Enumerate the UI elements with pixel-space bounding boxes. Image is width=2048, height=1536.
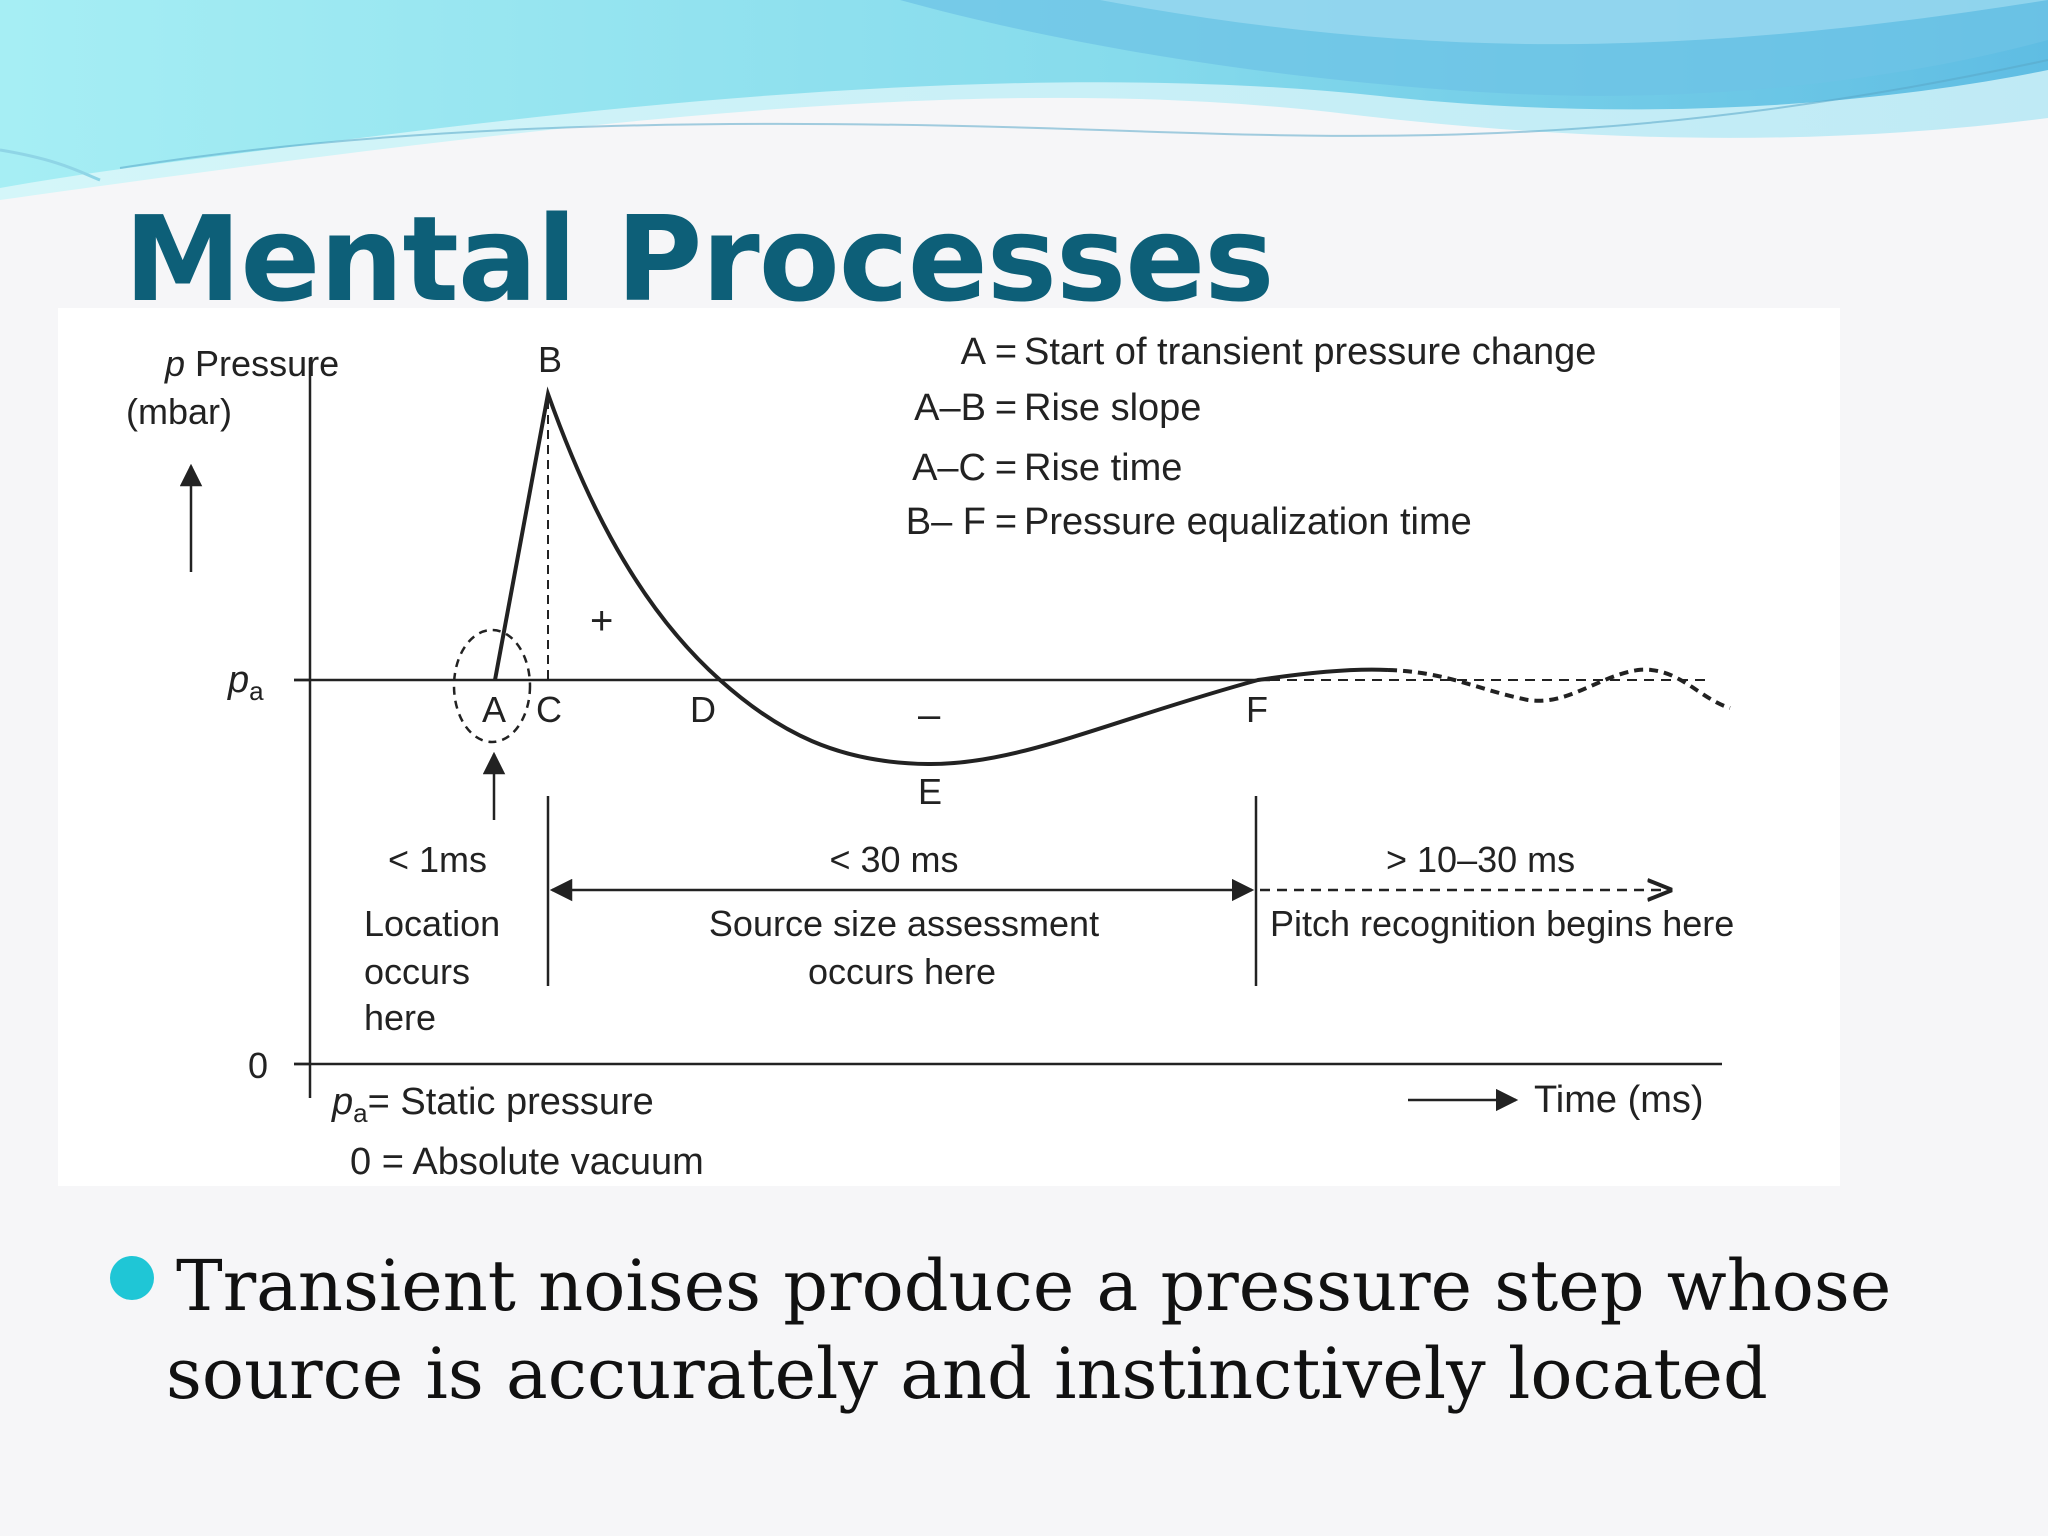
point-label-b: B — [538, 339, 562, 380]
vacuum-def: 0 = Absolute vacuum — [350, 1141, 704, 1183]
legend-desc: Rise time — [1024, 447, 1182, 489]
static-pressure-def: pa= Static pressure — [331, 1081, 654, 1128]
point-label-d: D — [690, 689, 716, 730]
legend-desc: Rise slope — [1024, 387, 1201, 429]
y-axis-unit: (mbar) — [126, 391, 232, 432]
legend-key: B– F — [906, 501, 986, 543]
source-time: < 30 ms — [829, 839, 958, 880]
point-label-f: F — [1246, 689, 1268, 730]
bullet-dot-icon — [110, 1256, 154, 1300]
point-label-a: A — [482, 689, 506, 730]
location-label-2: occurs — [364, 951, 470, 992]
bullet-text-line-1: Transient noises produce a pressure step… — [176, 1245, 1892, 1327]
negative-sign: – — [918, 693, 941, 737]
time-axis-label: Time (ms) — [1534, 1079, 1704, 1121]
legend-desc: Pressure equalization time — [1024, 501, 1472, 543]
pressure-curve — [493, 386, 1389, 767]
pressure-diagram-svg: p Pressure (mbar) pa 0 B A C D E F + – A… — [126, 331, 1734, 1183]
legend-eq: = — [995, 331, 1017, 373]
source-label-1: Source size assessment — [709, 903, 1099, 944]
legend-eq: = — [995, 447, 1017, 489]
zero-label: 0 — [248, 1045, 268, 1086]
positive-sign: + — [590, 599, 613, 643]
legend-key: A–C — [912, 447, 986, 489]
legend-eq: = — [995, 501, 1017, 543]
source-label-2: occurs here — [808, 951, 996, 992]
point-label-c: C — [536, 689, 562, 730]
pitch-label: Pitch recognition begins here — [1270, 903, 1734, 944]
location-circle — [452, 628, 532, 744]
definition-legend: A = Start of transient pressure change A… — [906, 331, 1597, 543]
location-label-1: Location — [364, 903, 500, 944]
bullet-point: Transient noises produce a pressure step… — [110, 1242, 1970, 1418]
legend-eq: = — [995, 387, 1017, 429]
pressure-diagram: p Pressure (mbar) pa 0 B A C D E F + – A… — [58, 308, 1840, 1186]
legend-key: A — [961, 331, 987, 373]
y-axis-label: p Pressure — [164, 343, 339, 384]
pressure-curve-dashed — [1387, 667, 1731, 710]
legend-desc: Start of transient pressure change — [1024, 331, 1596, 373]
pa-label: pa — [227, 659, 264, 706]
pitch-time: > 10–30 ms — [1386, 839, 1575, 880]
slide-title: Mental Processes — [124, 190, 1274, 328]
location-label-3: here — [364, 997, 436, 1038]
location-time: < 1ms — [388, 839, 487, 880]
point-label-e: E — [918, 771, 942, 812]
legend-key: A–B — [914, 387, 986, 429]
bullet-text-line-2: source is accurately and instinctively l… — [166, 1333, 1768, 1415]
